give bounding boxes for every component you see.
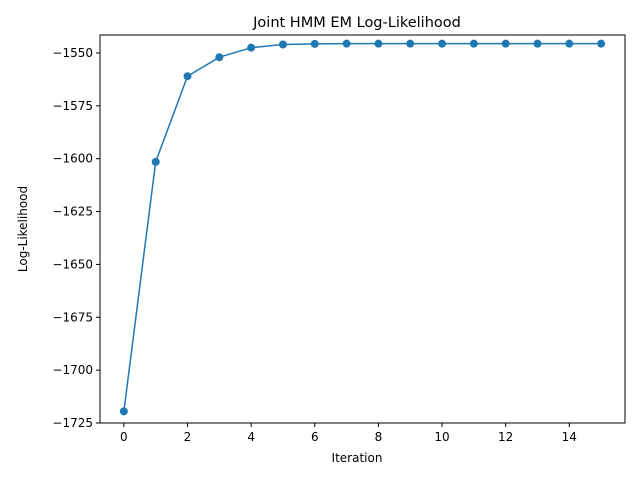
data-point bbox=[215, 53, 224, 62]
y-tick-label: −1675 bbox=[52, 310, 93, 324]
chart-title: Joint HMM EM Log-Likelihood bbox=[252, 15, 461, 31]
data-point bbox=[597, 39, 606, 48]
data-point bbox=[438, 39, 447, 48]
data-point bbox=[151, 157, 160, 166]
y-axis: −1725 −1700 −1675 −1650 −1625 −1600 −1575 −1550 bbox=[52, 46, 100, 430]
data-point bbox=[406, 39, 415, 48]
y-tick-label: −1650 bbox=[52, 257, 93, 271]
data-point bbox=[342, 39, 351, 48]
y-tick-label: −1575 bbox=[52, 99, 93, 113]
data-point bbox=[501, 39, 510, 48]
y-axis-label: Log-Likelihood bbox=[16, 186, 30, 272]
data-point bbox=[247, 43, 256, 52]
data-point bbox=[119, 407, 128, 416]
data-point bbox=[374, 39, 383, 48]
data-point bbox=[310, 39, 319, 48]
x-axis: 0 2 4 6 8 10 12 14 bbox=[120, 423, 577, 444]
data-point bbox=[183, 72, 192, 81]
y-tick-label: −1625 bbox=[52, 205, 93, 219]
x-tick-label: 12 bbox=[498, 430, 513, 444]
y-tick-label: −1600 bbox=[52, 152, 93, 166]
data-point bbox=[469, 39, 478, 48]
data-point bbox=[278, 40, 287, 49]
x-tick-label: 6 bbox=[311, 430, 319, 444]
x-tick-label: 2 bbox=[184, 430, 192, 444]
series-line bbox=[123, 42, 602, 412]
data-point bbox=[533, 39, 542, 48]
data-point bbox=[565, 39, 574, 48]
y-tick-label: −1550 bbox=[52, 46, 93, 60]
x-tick-label: 0 bbox=[120, 430, 128, 444]
x-tick-label: 8 bbox=[375, 430, 383, 444]
plot-area bbox=[99, 34, 626, 424]
y-tick-label: −1700 bbox=[52, 363, 93, 377]
x-axis-label: Iteration bbox=[332, 451, 383, 465]
x-tick-label: 4 bbox=[247, 430, 255, 444]
x-tick-label: 14 bbox=[562, 430, 577, 444]
y-tick-label: −1725 bbox=[52, 416, 93, 430]
x-tick-label: 10 bbox=[434, 430, 449, 444]
plot-frame bbox=[99, 34, 626, 424]
series-layer bbox=[119, 39, 606, 416]
